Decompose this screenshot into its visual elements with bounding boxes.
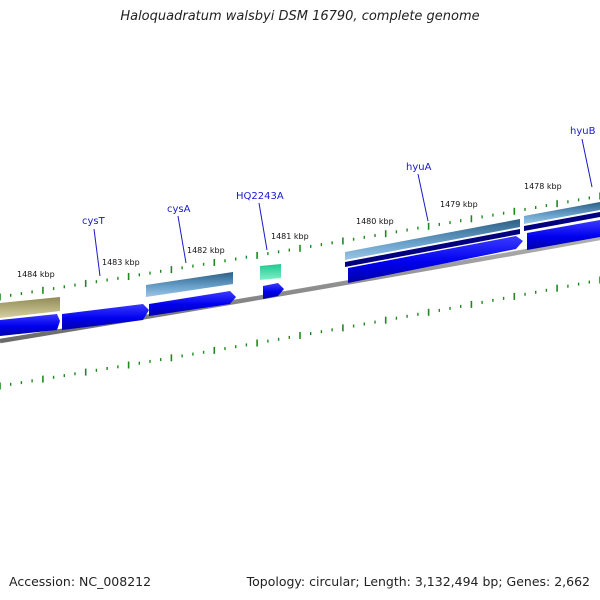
leader-line-hyuA	[417, 173, 429, 222]
leader-line-cysA	[177, 215, 187, 264]
leader-line-hyuB	[581, 138, 593, 188]
scale-label-1481: 1481 kbp	[271, 232, 309, 241]
cds-arrow-hyuB	[527, 220, 600, 250]
feature-bar-cysA	[146, 272, 233, 297]
accession-text: Accession: NC_008212	[9, 574, 152, 589]
scale-label-1482: 1482 kbp	[187, 246, 225, 255]
scale-label-1478: 1478 kbp	[524, 182, 562, 191]
gene-label-HQ2243A: HQ2243A	[236, 191, 284, 202]
feature-bar-HQ2243A	[260, 264, 281, 280]
gene-label-cysA: cysA	[167, 204, 191, 215]
cds-arrow-hyuA	[348, 236, 523, 283]
gene-label-cysT: cysT	[82, 216, 106, 227]
genome-summary-text: Topology: circular; Length: 3,132,494 bp…	[246, 574, 590, 589]
scale-label-1483: 1483 kbp	[102, 258, 140, 267]
leader-line-HQ2243A	[258, 202, 268, 251]
cds-arrow-1	[0, 314, 60, 336]
feature-bar-hyuB	[524, 202, 600, 224]
outer-scale-ticks	[0, 192, 600, 301]
feature-bar-hyuB-dark	[524, 212, 600, 231]
leader-line-cysT	[93, 228, 101, 277]
scale-label-1480: 1480 kbp	[356, 217, 394, 226]
cds-arrow-cysT	[62, 304, 149, 330]
cds-arrow-HQ2243A	[263, 283, 284, 299]
feature-bar-hyuA	[345, 219, 520, 260]
feature-bar-hyuA-dark	[345, 229, 520, 267]
cds-arrow-cysA	[149, 291, 236, 316]
scale-label-1479: 1479 kbp	[440, 200, 478, 209]
map-title: Haloquadratum walsbyi DSM 16790, complet…	[120, 9, 480, 24]
feature-bar-olive	[0, 297, 60, 318]
inner-scale-ticks	[0, 276, 600, 390]
gene-label-hyuB: hyuB	[570, 126, 596, 137]
scale-label-1484: 1484 kbp	[17, 270, 55, 279]
gene-label-hyuA: hyuA	[406, 162, 432, 173]
